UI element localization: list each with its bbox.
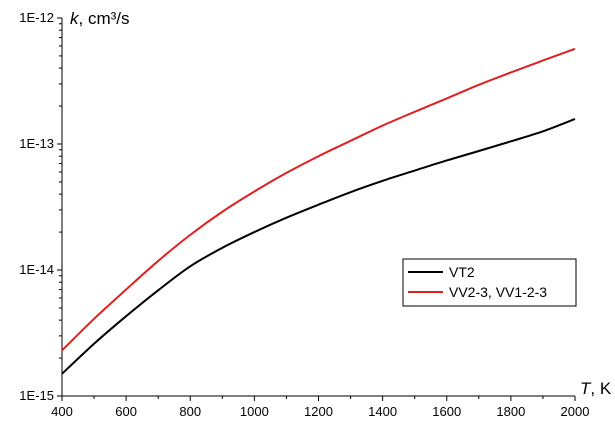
y-axis-title: k, cm³/s	[70, 9, 130, 28]
y-tick-label: 1E-13	[19, 136, 54, 151]
y-tick-label: 1E-15	[19, 388, 54, 403]
y-axis-ticks: 1E-15 1E-14 1E-13 1E-12	[19, 10, 62, 403]
x-axis-title: T, K	[580, 379, 612, 398]
series-lines	[61, 47, 576, 375]
x-axis-ticks: 400 600 800 1000 1200 1400 1600 1800 2000	[51, 396, 589, 419]
x-tick-label: 1000	[240, 404, 269, 419]
y-tick-label: 1E-12	[19, 10, 54, 25]
x-tick-label: 400	[51, 404, 73, 419]
x-tick-label: 2000	[561, 404, 590, 419]
x-tick-label: 1600	[432, 404, 461, 419]
series-line-vv	[61, 47, 576, 352]
x-tick-label: 600	[115, 404, 137, 419]
y-axis-symbol: k	[70, 9, 80, 28]
y-tick-label: 1E-14	[19, 262, 54, 277]
x-axis-unit: , K	[590, 379, 611, 398]
x-tick-label: 1200	[304, 404, 333, 419]
x-tick-label: 800	[179, 404, 201, 419]
x-axis-symbol: T	[580, 379, 592, 398]
legend-label-vv: VV2-3, VV1-2-3	[449, 284, 547, 300]
x-tick-label: 1400	[368, 404, 397, 419]
series-line-vt2	[61, 118, 576, 375]
legend: VT2 VV2-3, VV1-2-3	[402, 258, 577, 307]
plot-frame	[61, 18, 575, 397]
x-tick-label: 1800	[496, 404, 525, 419]
y-axis-unit: , cm³/s	[79, 9, 130, 28]
legend-label-vt2: VT2	[449, 264, 475, 280]
legend-box	[402, 258, 577, 307]
